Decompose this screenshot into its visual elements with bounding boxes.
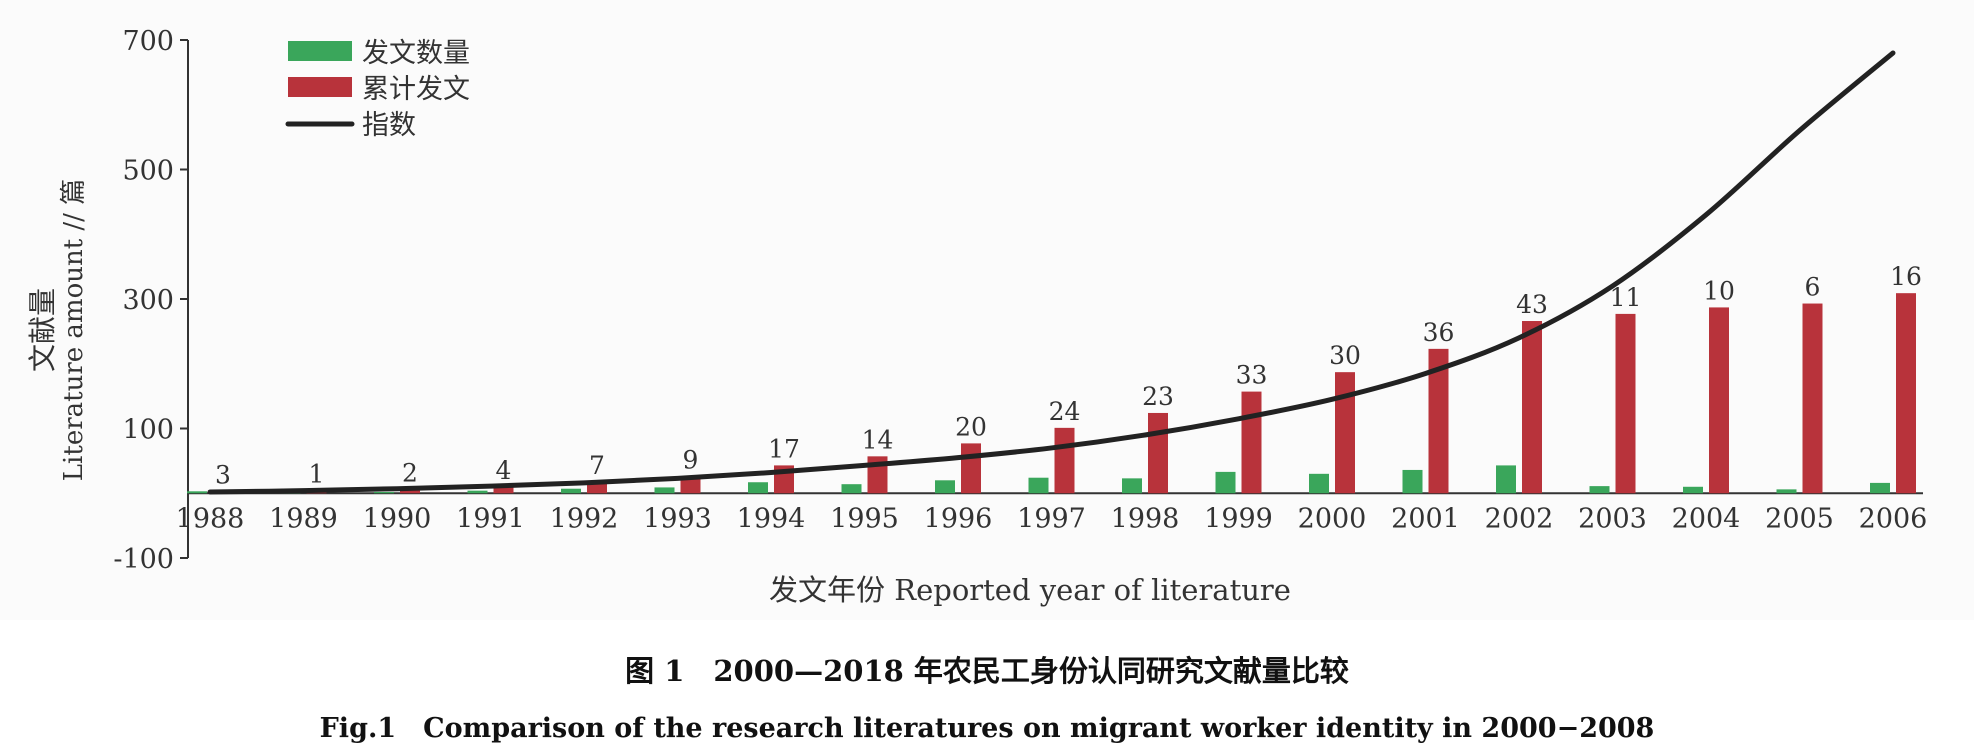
data-label-2003: 11 bbox=[1610, 283, 1642, 312]
data-label-1998: 23 bbox=[1142, 382, 1174, 411]
bar-cumulative-1997 bbox=[1054, 427, 1075, 494]
bar-new-2004 bbox=[1683, 486, 1703, 494]
legend-swatch-1 bbox=[288, 77, 352, 97]
x-tick-label: 1993 bbox=[643, 503, 712, 534]
y-axis-title-group: 文献量 Literature amount // 篇 bbox=[26, 179, 89, 481]
x-tick-label: 1998 bbox=[1111, 503, 1180, 534]
bar-cumulative-1998 bbox=[1148, 412, 1168, 494]
chart-svg: -100 100 300 500 700 1988 1989 1990 1991 1992 1993… bbox=[26, 26, 1928, 607]
x-tick-label: 1989 bbox=[269, 503, 338, 534]
x-tick-label: 2005 bbox=[1765, 503, 1834, 534]
data-label-2000: 30 bbox=[1329, 341, 1361, 370]
bar-cumulative-1992 bbox=[587, 482, 607, 494]
bar-new-1990 bbox=[374, 491, 394, 494]
bar-cumulative-2002 bbox=[1522, 321, 1542, 494]
bar-new-1996 bbox=[935, 480, 955, 494]
data-label-1999: 33 bbox=[1236, 361, 1268, 390]
y-tick-label: 100 bbox=[122, 415, 174, 446]
bar-cumulative-2003 bbox=[1615, 313, 1636, 494]
bar-new-2001 bbox=[1402, 469, 1423, 494]
x-tick-label: 2006 bbox=[1859, 503, 1928, 534]
data-label-1997: 24 bbox=[1049, 397, 1081, 426]
data-label-2005: 6 bbox=[1805, 273, 1821, 302]
bar-cumulative-2000 bbox=[1335, 372, 1355, 494]
bar-new-1998 bbox=[1122, 478, 1142, 494]
x-tick-label: 1990 bbox=[363, 503, 432, 534]
bar-new-1988 bbox=[187, 491, 207, 494]
y-tick-label: 300 bbox=[122, 285, 174, 316]
bar-new-1995 bbox=[841, 484, 862, 494]
data-label-2004: 10 bbox=[1703, 276, 1735, 305]
data-label-1988: 3 bbox=[215, 460, 231, 489]
data-label-1990: 2 bbox=[402, 458, 418, 487]
index-line bbox=[207, 50, 1896, 495]
x-tick-label: 2001 bbox=[1391, 503, 1460, 534]
x-tick-label: 1994 bbox=[737, 503, 806, 534]
data-label-1994: 17 bbox=[768, 434, 800, 463]
bar-new-1992 bbox=[561, 488, 581, 494]
chart-area: -100 100 300 500 700 1988 1989 1990 1991 1992 1993… bbox=[26, 26, 1928, 607]
y-tick-label: 500 bbox=[122, 156, 174, 187]
x-tick-label: 2002 bbox=[1485, 503, 1554, 534]
x-tick-label: 1995 bbox=[830, 503, 899, 534]
legend-label-2: 指数 bbox=[362, 110, 416, 141]
line-layer bbox=[207, 50, 1896, 495]
bar-new-1993 bbox=[654, 487, 675, 494]
y-axis-title-cn: 文献量 bbox=[26, 288, 59, 372]
bar-new-1994 bbox=[748, 482, 768, 494]
x-tick-label: 1997 bbox=[1017, 503, 1086, 534]
data-label-2001: 36 bbox=[1423, 318, 1455, 347]
figure-caption-en: Fig.1 Comparison of the research literat… bbox=[319, 713, 1655, 744]
legend-label-0: 发文数量 bbox=[362, 38, 470, 69]
bar-cumulative-2006 bbox=[1896, 293, 1916, 494]
x-tick-label: 1991 bbox=[456, 503, 525, 534]
legend-label-1: 累计发文 bbox=[362, 74, 470, 105]
bar-cumulative-1990 bbox=[400, 489, 420, 494]
bar-new-1999 bbox=[1215, 471, 1236, 494]
x-tick-label: 1992 bbox=[550, 503, 619, 534]
bar-new-2005 bbox=[1776, 489, 1797, 494]
bar-cumulative-1991 bbox=[493, 486, 514, 494]
data-label-1996: 20 bbox=[955, 412, 987, 441]
data-label-1992: 7 bbox=[589, 451, 605, 480]
x-tick-label: 2003 bbox=[1578, 503, 1647, 534]
bar-cumulative-2004 bbox=[1709, 307, 1729, 494]
x-tick-label: 1988 bbox=[176, 503, 245, 534]
data-label-1995: 14 bbox=[862, 425, 894, 454]
bars bbox=[187, 293, 1916, 494]
y-axis-title-en: Literature amount // 篇 bbox=[59, 179, 89, 481]
bar-cumulative-1996 bbox=[961, 443, 981, 494]
bar-new-2003 bbox=[1589, 486, 1610, 494]
bar-new-2006 bbox=[1870, 482, 1890, 494]
x-tick-label: 1996 bbox=[924, 503, 993, 534]
data-label-2002: 43 bbox=[1516, 290, 1548, 319]
data-label-1989: 1 bbox=[309, 460, 325, 489]
data-label-2006: 16 bbox=[1890, 262, 1922, 291]
x-tick-label: 2000 bbox=[1298, 503, 1367, 534]
bar-new-2000 bbox=[1309, 473, 1329, 494]
x-tick-label: 2004 bbox=[1672, 503, 1741, 534]
y-tick-label: -100 bbox=[113, 544, 174, 575]
legend-swatch-0 bbox=[288, 41, 352, 61]
x-axis-title: 发文年份 Reported year of literature bbox=[769, 573, 1291, 607]
bar-new-1997 bbox=[1028, 477, 1049, 494]
data-label-1993: 9 bbox=[683, 445, 699, 474]
data-label-1991: 4 bbox=[496, 456, 512, 485]
bar-cumulative-2005 bbox=[1802, 303, 1823, 494]
bar-new-1991 bbox=[467, 490, 488, 494]
figure-caption-cn: 图 1 2000—2018 年农民工身份认同研究文献量比较 bbox=[625, 654, 1349, 688]
bar-cumulative-2001 bbox=[1428, 348, 1449, 494]
x-tick-label: 1999 bbox=[1204, 503, 1273, 534]
bar-cumulative-1999 bbox=[1241, 391, 1262, 494]
bar-cumulative-1993 bbox=[680, 476, 701, 494]
y-tick-label: 700 bbox=[122, 26, 174, 57]
bar-new-2002 bbox=[1496, 465, 1516, 494]
